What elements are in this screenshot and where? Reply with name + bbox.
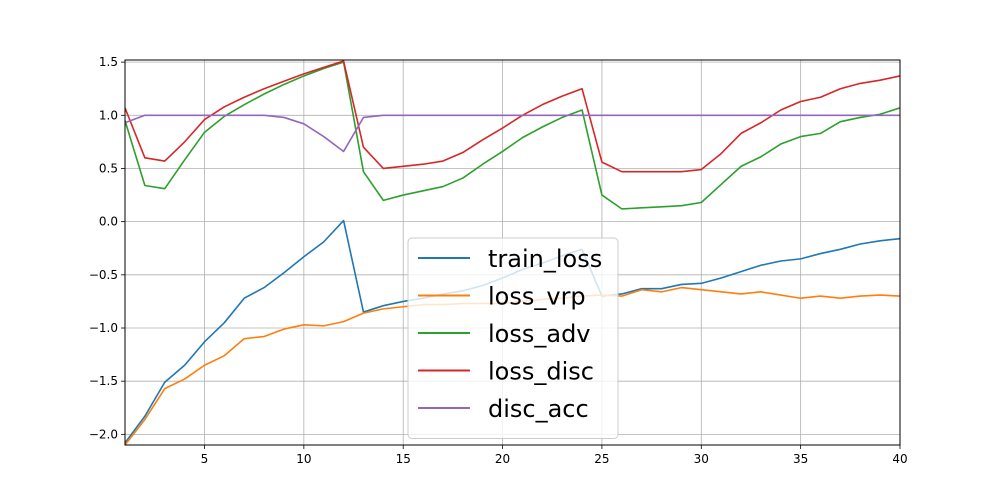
legend: train_loss loss_vrp loss_adv loss_disc disc_…	[407, 237, 619, 439]
x-tick-label: 40	[892, 452, 907, 466]
legend-label: loss_vrp	[488, 283, 586, 311]
plot-frame	[124, 59, 901, 446]
x-tick-label: 20	[495, 452, 510, 466]
legend-label: train_loss	[488, 245, 602, 273]
legend-label: loss_adv	[488, 320, 591, 348]
series-line-loss-adv	[124, 61, 901, 210]
y-tick-label: 1.5	[99, 55, 118, 69]
y-tick-label: 1.0	[99, 108, 118, 122]
legend-label: loss_disc	[488, 358, 594, 386]
x-tick-label: 10	[296, 452, 311, 466]
series-line-loss-disc	[124, 60, 901, 173]
y-tick-label: −2.0	[89, 427, 118, 441]
y-tick-label: 0.5	[99, 161, 118, 175]
x-tick-label: 5	[201, 452, 209, 466]
x-axis: 5 10 15 20 25 30 35 40	[201, 445, 908, 466]
y-tick-label: 0.0	[99, 215, 118, 229]
x-tick-label: 15	[396, 452, 411, 466]
y-axis: −2.0 −1.5 −1.0 −0.5 0.0 0.5 1.0 1.5	[89, 55, 125, 441]
x-tick-label: 30	[694, 452, 709, 466]
legend-label: disc_acc	[488, 395, 589, 423]
legend-box	[407, 237, 619, 439]
y-tick-label: −1.0	[89, 321, 118, 335]
y-tick-label: −1.5	[89, 374, 118, 388]
series-line-disc-acc	[124, 114, 900, 153]
x-tick-label: 25	[594, 452, 609, 466]
y-tick-label: −0.5	[89, 268, 118, 282]
x-tick-label: 35	[793, 452, 808, 466]
